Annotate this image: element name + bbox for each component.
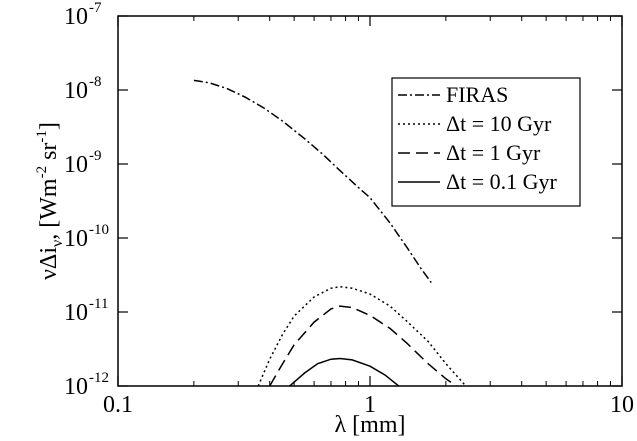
series-line-0: [193, 79, 432, 284]
x-tick-label-1: 1: [364, 392, 376, 418]
y-tick-exponent-0: -12: [89, 370, 109, 386]
legend-label-3: Δt = 0.1 Gyr: [446, 169, 558, 194]
series-line-1: [257, 285, 467, 386]
y-tick-label-3: 10: [64, 152, 88, 178]
x-tick-label-0: 0.1: [103, 392, 133, 418]
y-tick-label-0: 10: [64, 374, 88, 400]
legend-box: [391, 77, 581, 207]
y-tick-exponent-1: -11: [89, 296, 108, 312]
legend-label-0: FIRAS: [446, 82, 508, 107]
y-tick-exponent-2: -10: [89, 222, 109, 238]
legend-label-2: Δt = 1 Gyr: [446, 140, 541, 165]
y-tick-exponent-3: -9: [89, 148, 102, 164]
y-axis-label: νΔiν, [Wm-2 sr-1]: [34, 122, 66, 280]
legend-label-1: Δt = 10 Gyr: [446, 111, 552, 136]
series-layer: [193, 79, 467, 386]
svg-text:νΔiν, [Wm-2 sr-1]: νΔiν, [Wm-2 sr-1]: [34, 122, 66, 280]
y-tick-exponent-4: -8: [89, 74, 102, 90]
x-axis-label: λ [mm]: [335, 412, 406, 438]
y-tick-exponent-5: -7: [89, 0, 102, 16]
series-line-3: [289, 357, 400, 386]
y-tick-label-1: 10: [64, 300, 88, 326]
y-tick-label-5: 10: [64, 4, 88, 30]
x-tick-label-2: 10: [610, 392, 634, 418]
y-tick-label-4: 10: [64, 78, 88, 104]
legend: FIRAS Δt = 10 Gyr Δt = 1 Gyr Δt = 0.1 Gyr: [391, 77, 581, 207]
series-line-2: [269, 305, 457, 386]
y-tick-label-2: 10: [64, 226, 88, 252]
